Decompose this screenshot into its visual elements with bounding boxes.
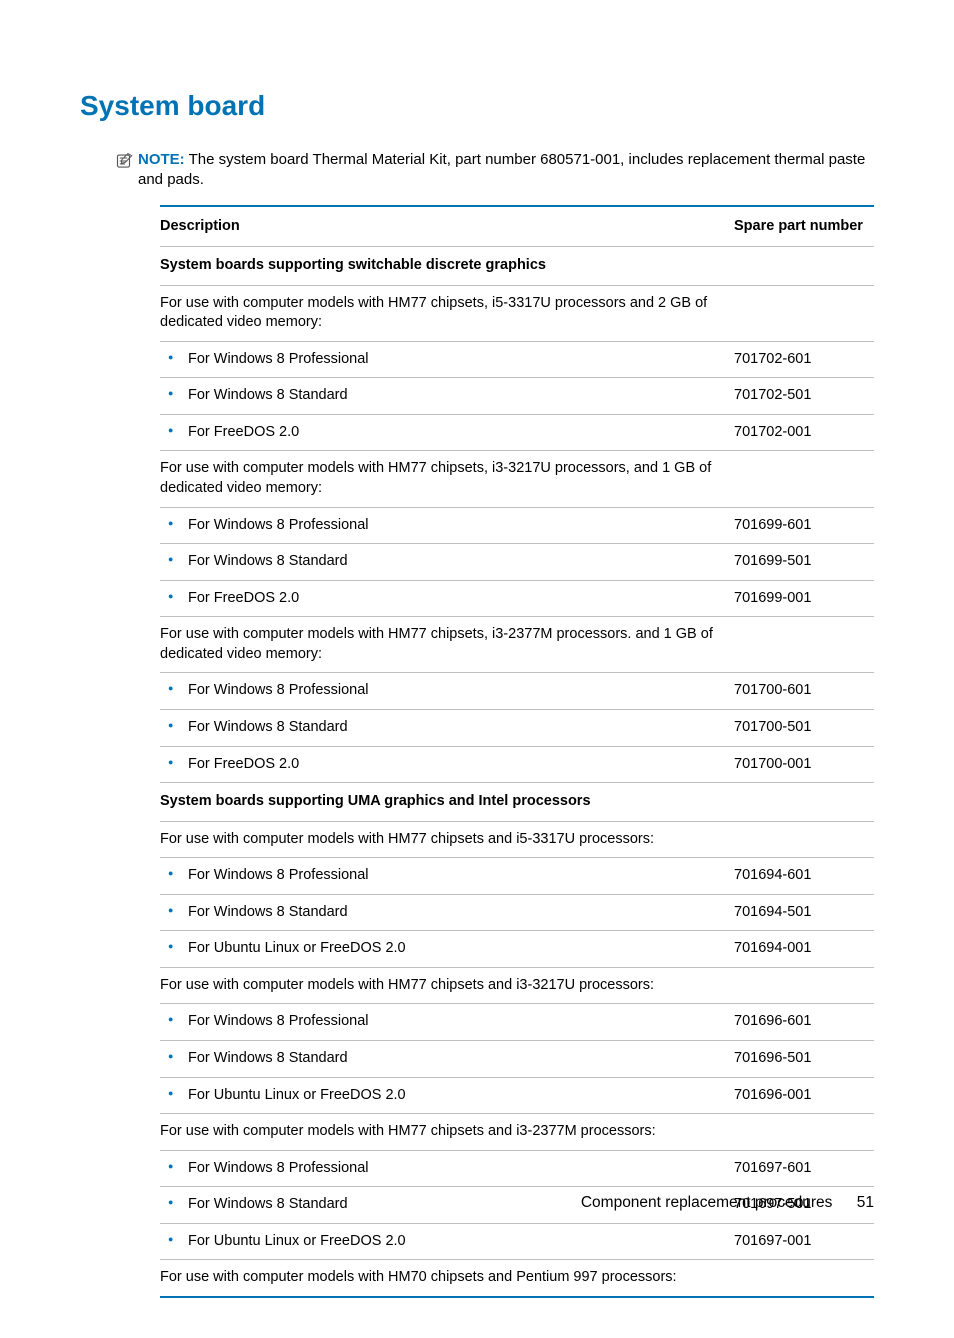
section-heading: System boards supporting switchable disc… — [160, 256, 734, 276]
part-number: 701694-001 — [734, 939, 874, 959]
part-description: For Windows 8 Standard — [160, 718, 734, 738]
table-row: For use with computer models with HM77 c… — [160, 286, 874, 342]
table-row: For Windows 8 Professional701696-601 — [160, 1004, 874, 1041]
part-number: 701700-501 — [734, 718, 874, 738]
part-number: 701700-601 — [734, 681, 874, 701]
group-description: For use with computer models with HM77 c… — [160, 294, 758, 333]
part-description: For Windows 8 Professional — [160, 350, 734, 370]
header-description: Description — [160, 217, 734, 237]
part-number: 701696-601 — [734, 1012, 874, 1032]
part-number: 701694-601 — [734, 866, 874, 886]
note-icon — [116, 152, 134, 170]
table-row: For Ubuntu Linux or FreeDOS 2.0701694-00… — [160, 931, 874, 968]
table-header: Description Spare part number — [160, 207, 874, 248]
section-heading: System boards supporting UMA graphics an… — [160, 792, 734, 812]
note-block: NOTE: The system board Thermal Material … — [138, 150, 874, 191]
header-partnumber: Spare part number — [734, 217, 874, 237]
note-text: The system board Thermal Material Kit, p… — [138, 151, 865, 188]
table-row: For Windows 8 Standard701696-501 — [160, 1041, 874, 1078]
table-row: For use with computer models with HM77 c… — [160, 822, 874, 859]
table-row: For Windows 8 Standard701700-501 — [160, 710, 874, 747]
group-description: For use with computer models with HM70 c… — [160, 1268, 734, 1288]
group-description: For use with computer models with HM77 c… — [160, 830, 734, 850]
table-row: System boards supporting UMA graphics an… — [160, 783, 874, 822]
part-description: For Windows 8 Professional — [160, 866, 734, 886]
table-row: For use with computer models with HM77 c… — [160, 1114, 874, 1151]
part-description: For Windows 8 Standard — [160, 386, 734, 406]
part-description: For FreeDOS 2.0 — [160, 589, 734, 609]
part-number: 701702-601 — [734, 350, 874, 370]
part-description: For Windows 8 Professional — [160, 1012, 734, 1032]
part-description: For Windows 8 Standard — [160, 903, 734, 923]
footer-text: Component replacement procedures — [581, 1194, 833, 1211]
group-description: For use with computer models with HM77 c… — [160, 625, 759, 664]
part-description: For Windows 8 Professional — [160, 681, 734, 701]
table-row: For FreeDOS 2.0701702-001 — [160, 415, 874, 452]
table-row: For use with computer models with HM70 c… — [160, 1260, 874, 1296]
part-number: 701699-501 — [734, 552, 874, 572]
part-number: 701696-501 — [734, 1049, 874, 1069]
page-footer: Component replacement procedures 51 — [581, 1194, 874, 1212]
table-row: For Windows 8 Professional701697-601 — [160, 1151, 874, 1188]
part-number: 701697-001 — [734, 1232, 874, 1252]
table-row: For Windows 8 Professional701702-601 — [160, 342, 874, 379]
part-description: For FreeDOS 2.0 — [160, 755, 734, 775]
table-row: For FreeDOS 2.0701699-001 — [160, 581, 874, 618]
page-heading: System board — [80, 90, 874, 122]
part-description: For Windows 8 Professional — [160, 516, 734, 536]
part-description: For Windows 8 Standard — [160, 552, 734, 572]
part-description: For Windows 8 Professional — [160, 1159, 734, 1179]
part-number: 701696-001 — [734, 1086, 874, 1106]
table-row: For Windows 8 Standard701702-501 — [160, 378, 874, 415]
table-row: For Windows 8 Standard701694-501 — [160, 895, 874, 932]
part-description: For Ubuntu Linux or FreeDOS 2.0 — [160, 1086, 734, 1106]
part-description: For FreeDOS 2.0 — [160, 423, 734, 443]
part-description: For Ubuntu Linux or FreeDOS 2.0 — [160, 939, 734, 959]
table-row: For use with computer models with HM77 c… — [160, 968, 874, 1005]
part-number: 701702-501 — [734, 386, 874, 406]
group-description: For use with computer models with HM77 c… — [160, 976, 734, 996]
table-row: For Windows 8 Standard701699-501 — [160, 544, 874, 581]
table-row: For Ubuntu Linux or FreeDOS 2.0701697-00… — [160, 1224, 874, 1261]
table-row: For Windows 8 Professional701694-601 — [160, 858, 874, 895]
note-label: NOTE: — [138, 151, 185, 168]
table-row: For FreeDOS 2.0701700-001 — [160, 747, 874, 784]
table-row: For use with computer models with HM77 c… — [160, 451, 874, 507]
part-number: 701702-001 — [734, 423, 874, 443]
table-row: For Windows 8 Professional701699-601 — [160, 508, 874, 545]
group-description: For use with computer models with HM77 c… — [160, 459, 759, 498]
table-row: For Ubuntu Linux or FreeDOS 2.0701696-00… — [160, 1078, 874, 1115]
part-number: 701694-501 — [734, 903, 874, 923]
part-description: For Ubuntu Linux or FreeDOS 2.0 — [160, 1232, 734, 1252]
table-row: For Windows 8 Professional701700-601 — [160, 673, 874, 710]
part-number: 701699-601 — [734, 516, 874, 536]
part-number: 701699-001 — [734, 589, 874, 609]
part-number: 701697-601 — [734, 1159, 874, 1179]
part-number: 701700-001 — [734, 755, 874, 775]
group-description: For use with computer models with HM77 c… — [160, 1122, 734, 1142]
table-row: For use with computer models with HM77 c… — [160, 617, 874, 673]
parts-table: Description Spare part number System boa… — [160, 205, 874, 1298]
table-row: System boards supporting switchable disc… — [160, 247, 874, 286]
part-description: For Windows 8 Standard — [160, 1049, 734, 1069]
footer-page-number: 51 — [857, 1194, 874, 1211]
